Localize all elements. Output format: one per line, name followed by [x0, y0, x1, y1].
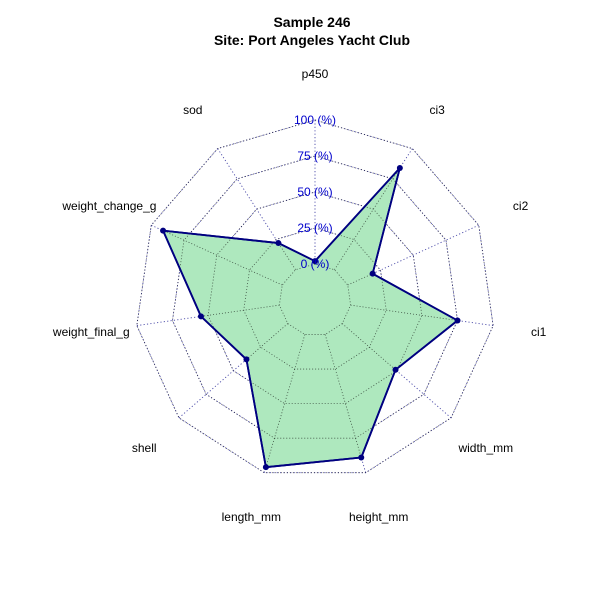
- inner-grid-ring: [207, 191, 423, 405]
- axis-label-p450: p450: [302, 67, 329, 81]
- ring-label: 100 (%): [294, 113, 336, 127]
- data-point-sod: [275, 240, 282, 247]
- data-layer: [136, 119, 494, 474]
- chart-subtitle: Site: Port Angeles Yacht Club: [214, 32, 410, 48]
- ring-label-layer: 0 (%) 25 (%) 50 (%) 75 (%) 100 (%): [294, 113, 336, 271]
- data-point-length_mm: [262, 464, 269, 471]
- axis-label-sod: sod: [183, 103, 202, 117]
- ring-label: 75 (%): [297, 149, 332, 163]
- inner-grid-spoke: [278, 242, 296, 270]
- data-point-weight_final_g: [197, 313, 204, 320]
- inner-grid-spoke: [334, 167, 401, 270]
- ring-label: 25 (%): [297, 221, 332, 235]
- inner-grid-spoke: [246, 323, 289, 360]
- data-point-height_mm: [358, 454, 365, 461]
- axis-label-weight_final_g: weight_final_g: [52, 325, 130, 339]
- data-point-p450: [312, 258, 318, 265]
- chart-title: Sample 246: [273, 14, 350, 30]
- axis-label-layer: p450 ci3 ci2 ci1 width_mm height_mm length_mm s…: [52, 67, 547, 524]
- inner-grid-spoke: [200, 304, 280, 317]
- data-point-ci1: [454, 317, 461, 324]
- axis-label-length_mm: length_mm: [222, 510, 281, 524]
- data-point-shell: [243, 356, 250, 363]
- axis-label-height_mm: height_mm: [349, 510, 408, 524]
- inner-grid-spoke: [350, 304, 458, 321]
- axis-label-weight_change_g: weight_change_g: [61, 199, 156, 213]
- grid-ring-100: [136, 119, 494, 474]
- axis-label-ci1: ci1: [531, 325, 547, 339]
- axis-label-width_mm: width_mm: [457, 441, 513, 455]
- data-point-ci3: [396, 164, 403, 171]
- axis-label-ci2: ci2: [513, 199, 529, 213]
- inner-grid-ring: [278, 263, 352, 335]
- inner-grid-spoke: [324, 334, 362, 458]
- axis-label-ci3: ci3: [430, 103, 446, 117]
- inner-grid-spoke: [162, 230, 283, 286]
- ring-label: 50 (%): [297, 185, 332, 199]
- axis-label-shell: shell: [132, 441, 157, 455]
- ring-label: 0 (%): [301, 257, 330, 271]
- series-outline: [162, 167, 459, 469]
- data-point-weight_change_g: [160, 227, 167, 234]
- inner-grid-spoke: [265, 334, 306, 468]
- data-point-width_mm: [392, 366, 399, 373]
- data-point-ci2: [369, 270, 376, 277]
